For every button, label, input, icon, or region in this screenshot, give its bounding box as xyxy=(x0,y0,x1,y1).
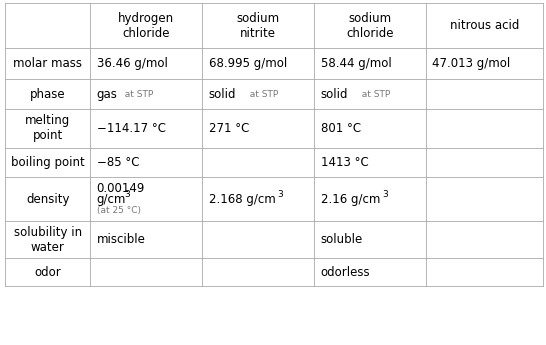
Text: at STP: at STP xyxy=(357,90,390,99)
Text: solid: solid xyxy=(321,88,348,101)
Text: 0.00149: 0.00149 xyxy=(97,182,145,195)
Text: −114.17 °C: −114.17 °C xyxy=(97,122,165,135)
Text: 68.995 g/mol: 68.995 g/mol xyxy=(209,57,287,70)
Text: −85 °C: −85 °C xyxy=(97,156,139,169)
Text: 801 °C: 801 °C xyxy=(321,122,360,135)
Text: odor: odor xyxy=(34,266,61,278)
Text: at STP: at STP xyxy=(245,90,278,99)
Text: miscible: miscible xyxy=(97,233,146,246)
Text: hydrogen
chloride: hydrogen chloride xyxy=(118,12,174,40)
Text: 3: 3 xyxy=(124,190,130,199)
Text: solid: solid xyxy=(209,88,236,101)
Text: 2.168 g/cm: 2.168 g/cm xyxy=(209,193,275,206)
Text: nitrous acid: nitrous acid xyxy=(450,19,519,32)
Text: gas: gas xyxy=(97,88,117,101)
Text: odorless: odorless xyxy=(321,266,370,278)
Text: 2.16 g/cm: 2.16 g/cm xyxy=(321,193,380,206)
Text: 47.013 g/mol: 47.013 g/mol xyxy=(432,57,511,70)
Text: melting
point: melting point xyxy=(25,114,70,142)
Text: solubility in
water: solubility in water xyxy=(14,226,82,254)
Text: phase: phase xyxy=(30,88,66,101)
Text: 1413 °C: 1413 °C xyxy=(321,156,368,169)
Text: soluble: soluble xyxy=(321,233,363,246)
Text: 36.46 g/mol: 36.46 g/mol xyxy=(97,57,168,70)
Text: sodium
nitrite: sodium nitrite xyxy=(236,12,280,40)
Text: 58.44 g/mol: 58.44 g/mol xyxy=(321,57,391,70)
Text: sodium
chloride: sodium chloride xyxy=(346,12,394,40)
Text: at STP: at STP xyxy=(119,90,153,99)
Text: g/cm: g/cm xyxy=(97,193,126,206)
Text: 3: 3 xyxy=(382,190,388,199)
Text: molar mass: molar mass xyxy=(13,57,82,70)
Text: boiling point: boiling point xyxy=(11,156,85,169)
Text: 271 °C: 271 °C xyxy=(209,122,249,135)
Text: (at 25 °C): (at 25 °C) xyxy=(97,206,141,215)
Text: density: density xyxy=(26,193,69,206)
Text: 3: 3 xyxy=(277,190,283,199)
